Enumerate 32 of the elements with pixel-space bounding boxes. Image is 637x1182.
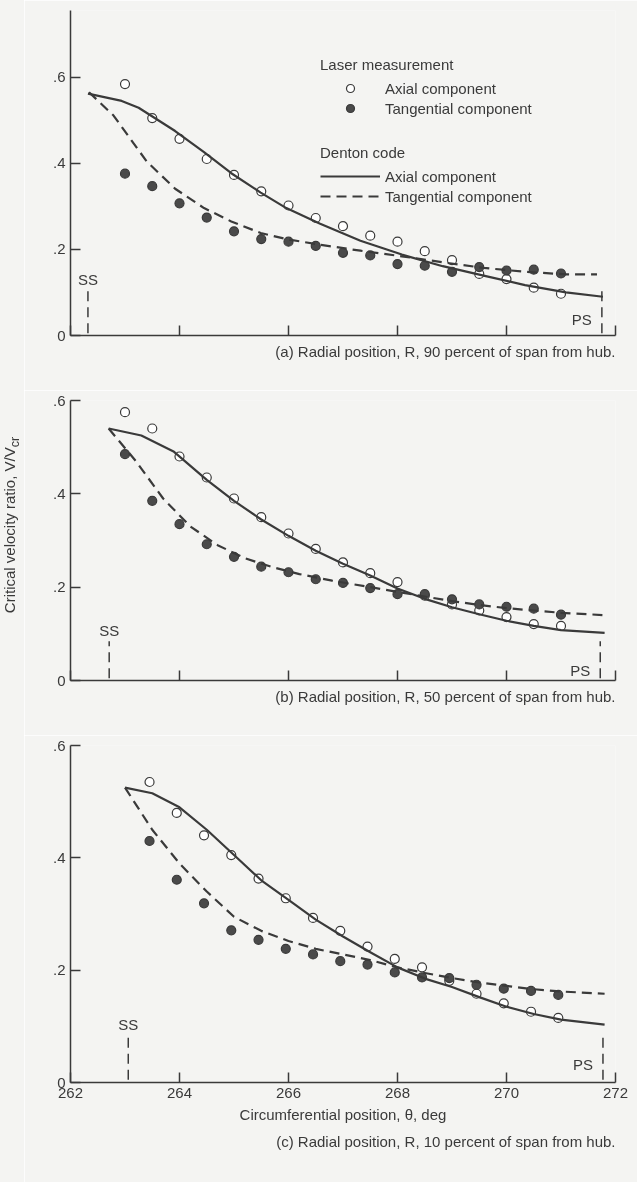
y-tick-label: .6 <box>52 68 66 86</box>
x-tick-label: 270 <box>493 1083 520 1101</box>
y-tick-label: .4 <box>52 154 66 172</box>
ref-line-label: PS <box>570 662 591 680</box>
y-tick-label: .6 <box>52 391 66 409</box>
text: Denton code <box>320 144 406 161</box>
x-tick-label: 272 <box>602 1083 629 1101</box>
y-tick-label: .4 <box>52 848 66 866</box>
text: (c) Radial position, R, 10 percent of span from hub. <box>276 1132 616 1150</box>
x-axis-title: Circumferential position, θ, deg <box>239 1105 447 1123</box>
ref-line-label: PS <box>572 1056 593 1074</box>
x-tick-label: 266 <box>275 1083 302 1101</box>
legend-label: Axial component <box>385 167 496 185</box>
y-tick-label: .2 <box>52 578 66 596</box>
y-tick-label: 0 <box>57 326 66 344</box>
text: Laser measurement <box>320 56 454 73</box>
text: (a) Radial position, R, 90 percent of span from hub. <box>275 342 616 360</box>
ref-line-label: PS <box>571 311 592 328</box>
y-tick-label: .4 <box>52 484 66 502</box>
y-tick-label: .2 <box>52 240 66 258</box>
x-tick-label: 264 <box>166 1083 193 1101</box>
text: (b) Radial position, R, 50 percent of span from hub. <box>275 687 616 705</box>
legend-label: Tangential component <box>385 187 532 205</box>
ref-line-label: SS <box>77 271 98 288</box>
ref-line-label: SS <box>99 622 120 640</box>
legend-label: Axial component <box>385 79 496 97</box>
legend-label: Tangential component <box>385 99 532 117</box>
y-tick-label: .6 <box>52 736 66 754</box>
ref-line-label: SS <box>118 1016 139 1034</box>
y-tick-label: .2 <box>52 961 66 979</box>
y-tick-label: 0 <box>57 671 66 689</box>
x-tick-label: 268 <box>384 1083 411 1101</box>
